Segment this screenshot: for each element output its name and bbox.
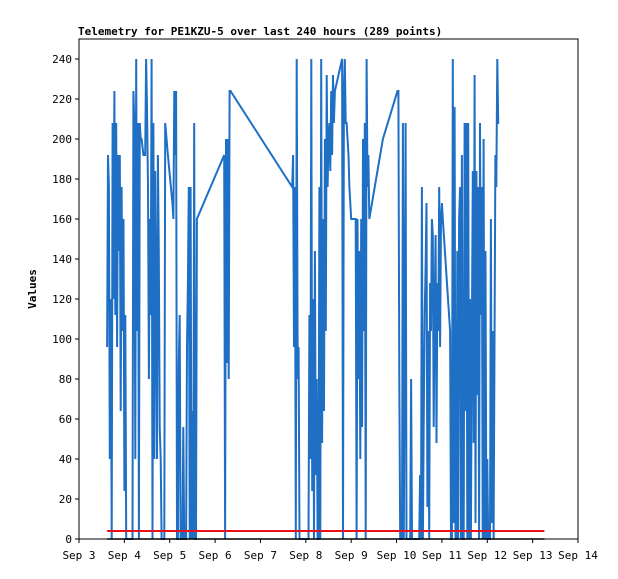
- y-tick-label: 40: [59, 453, 72, 466]
- y-tick-label: 100: [52, 333, 72, 346]
- x-tick-label: Sep 12: [467, 549, 507, 562]
- y-tick-label: 200: [52, 133, 72, 146]
- x-tick-label: Sep 10: [377, 549, 417, 562]
- x-tick-label: Sep 9: [335, 549, 368, 562]
- x-tick-label: Sep 14: [558, 549, 598, 562]
- x-tick-label: Sep 8: [289, 549, 322, 562]
- y-tick-label: 60: [59, 413, 72, 426]
- x-axis: Sep 3 Sep 4 Sep 5 Sep 6 Sep 7 Sep 8 Sep 9 Sep 1…: [62, 539, 598, 562]
- x-tick-label: Sep 7: [244, 549, 277, 562]
- y-axis: 0 20 40 60 80 100 120 140 160 180 200 220 240: [52, 53, 79, 546]
- y-tick-label: 80: [59, 373, 72, 386]
- series-layer: [106, 58, 545, 540]
- x-tick-label: Sep 3: [62, 549, 95, 562]
- y-tick-label: 20: [59, 493, 72, 506]
- y-tick-label: 0: [65, 533, 72, 546]
- telemetry-series-line: [106, 58, 500, 540]
- x-tick-label: Sep 4: [108, 549, 141, 562]
- chart-title: Telemetry for PE1KZU-5 over last 240 hou…: [78, 25, 442, 38]
- x-tick-label: Sep 6: [199, 549, 232, 562]
- y-tick-label: 120: [52, 293, 72, 306]
- y-tick-label: 140: [52, 253, 72, 266]
- x-tick-label: Sep 13: [513, 549, 553, 562]
- y-axis-label: Values: [26, 269, 39, 309]
- y-tick-label: 220: [52, 93, 72, 106]
- y-tick-label: 160: [52, 213, 72, 226]
- y-tick-label: 180: [52, 173, 72, 186]
- y-tick-label: 240: [52, 53, 72, 66]
- x-tick-label: Sep 5: [153, 549, 186, 562]
- x-tick-label: Sep 11: [422, 549, 462, 562]
